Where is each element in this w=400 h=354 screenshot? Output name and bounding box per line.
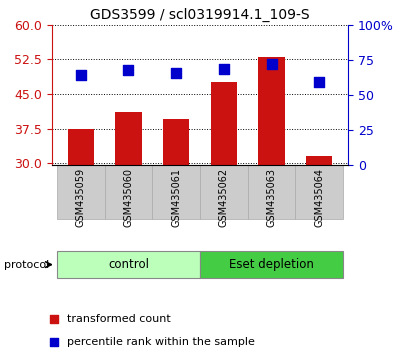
Text: GSM435064: GSM435064 (314, 168, 324, 227)
Text: GSM435062: GSM435062 (219, 168, 229, 227)
Point (78, 73, 84, 78)
Bar (258, 57, 285, 165)
Bar (57, 251, 200, 278)
Point (268, 61, 275, 67)
Text: GSM435059: GSM435059 (76, 168, 86, 227)
Bar (248, 165, 296, 219)
Text: Eset depletion: Eset depletion (229, 258, 314, 271)
Bar (104, 165, 152, 219)
Text: transformed count: transformed count (67, 314, 171, 324)
Bar (163, 119, 189, 165)
Text: control: control (108, 258, 149, 271)
Text: GSM435063: GSM435063 (267, 168, 277, 227)
Bar (296, 165, 343, 219)
Point (316, 80, 322, 85)
Bar (200, 251, 343, 278)
Point (173, 70, 179, 76)
Bar (68, 129, 94, 165)
Point (50, 339, 57, 345)
Point (221, 66, 227, 72)
Bar (306, 156, 332, 165)
Text: percentile rank within the sample: percentile rank within the sample (67, 337, 255, 347)
Text: GSM435060: GSM435060 (123, 168, 133, 227)
Bar (200, 165, 248, 219)
Bar (211, 82, 237, 165)
Point (50, 316, 57, 321)
Bar (57, 165, 104, 219)
Point (125, 67, 132, 73)
Text: protocol: protocol (4, 260, 49, 270)
Text: GSM435061: GSM435061 (171, 168, 181, 227)
Bar (115, 112, 142, 165)
Bar (152, 165, 200, 219)
Title: GDS3599 / scl0319914.1_109-S: GDS3599 / scl0319914.1_109-S (90, 8, 310, 22)
